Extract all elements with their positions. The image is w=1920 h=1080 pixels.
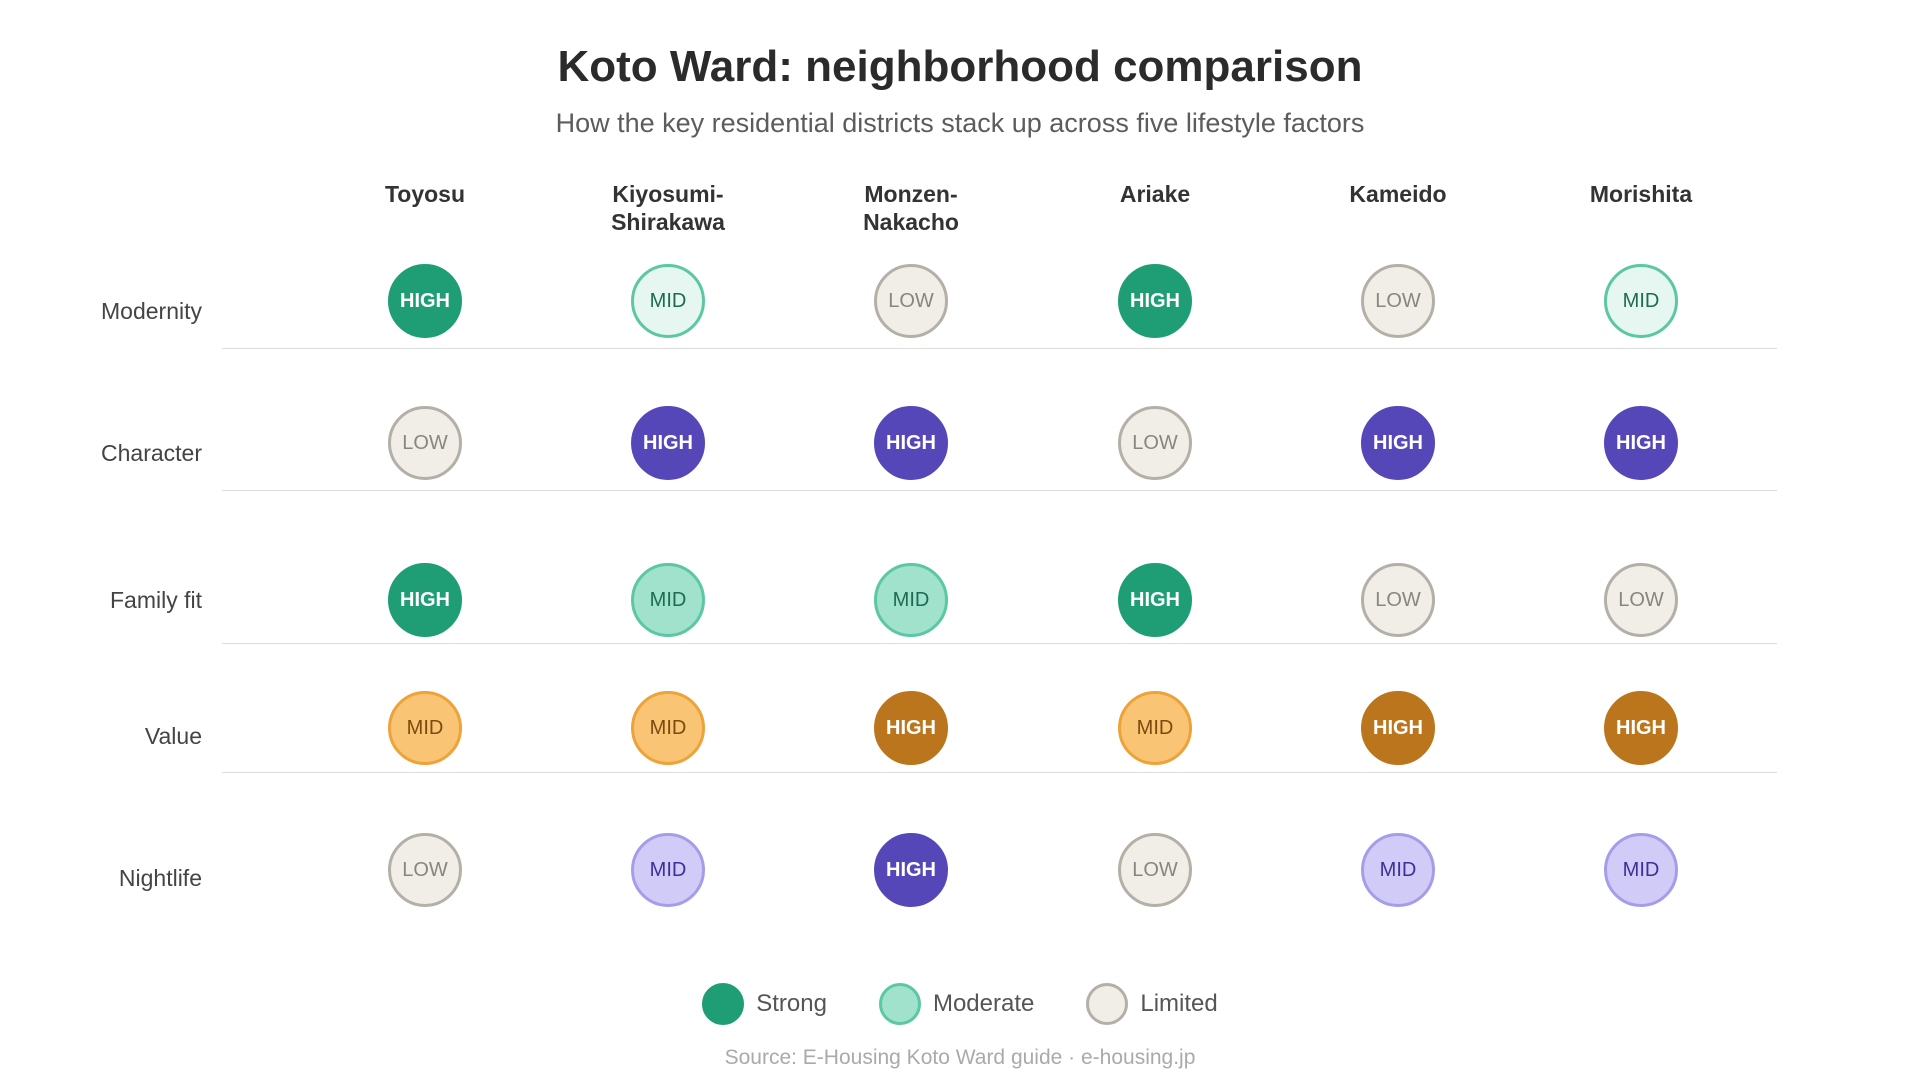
- rating-circle: HIGH: [631, 406, 705, 480]
- source-note: Source: E-Housing Koto Ward guide · e-ho…: [724, 1046, 1196, 1069]
- rating-circle: MID: [1604, 833, 1678, 907]
- column-header: Kiyosumi- Shirakawa: [611, 181, 725, 235]
- row-label: Nightlife: [118, 865, 202, 891]
- row-label: Value: [144, 723, 202, 749]
- legend-swatch: [1086, 983, 1129, 1025]
- column-header: Morishita: [1589, 181, 1693, 207]
- rating-circle: LOW: [388, 406, 462, 480]
- column-header: Toyosu: [384, 181, 466, 207]
- rating-circle: LOW: [1118, 406, 1192, 480]
- rating-circle: MID: [874, 563, 948, 637]
- column-header: Ariake: [1119, 181, 1191, 207]
- rating-circle: HIGH: [1361, 691, 1435, 765]
- legend-item: Moderate: [878, 983, 1035, 1025]
- legend-item: Limited: [1086, 983, 1218, 1025]
- legend-label: Limited: [1140, 990, 1218, 1017]
- rating-circle: MID: [631, 563, 705, 637]
- rating-circle: HIGH: [1361, 406, 1435, 480]
- rating-circle: LOW: [874, 264, 948, 338]
- rating-circle: LOW: [1118, 833, 1192, 907]
- row-divider: [222, 348, 1777, 349]
- legend-swatch: [878, 983, 921, 1025]
- rating-circle: HIGH: [1604, 406, 1678, 480]
- row-label: Character: [101, 440, 202, 466]
- chart-subtitle: How the key residential districts stack …: [555, 108, 1365, 138]
- column-header: Kameido: [1349, 181, 1447, 207]
- rating-circle: LOW: [1361, 264, 1435, 338]
- chart-title: Koto Ward: neighborhood comparison: [557, 42, 1363, 91]
- rating-circle: MID: [631, 264, 705, 338]
- legend-swatch: [702, 983, 745, 1025]
- legend-item: Strong: [702, 983, 827, 1025]
- rating-circle: LOW: [388, 833, 462, 907]
- row-divider: [222, 490, 1777, 491]
- rating-circle: MID: [631, 833, 705, 907]
- rating-circle: MID: [1118, 691, 1192, 765]
- rating-circle: HIGH: [874, 691, 948, 765]
- rating-circle: MID: [388, 691, 462, 765]
- rating-circle: LOW: [1604, 563, 1678, 637]
- column-header: Monzen- Nakacho: [863, 181, 959, 235]
- rating-circle: HIGH: [1604, 691, 1678, 765]
- rating-circle: LOW: [1361, 563, 1435, 637]
- rating-circle: MID: [631, 691, 705, 765]
- legend-label: Moderate: [932, 990, 1035, 1017]
- rating-circle: HIGH: [874, 406, 948, 480]
- row-divider: [222, 643, 1777, 644]
- rating-circle: MID: [1604, 264, 1678, 338]
- row-divider: [222, 772, 1777, 773]
- rating-circle: HIGH: [388, 563, 462, 637]
- rating-circle: HIGH: [1118, 563, 1192, 637]
- rating-circle: HIGH: [388, 264, 462, 338]
- row-label: Family fit: [110, 587, 202, 613]
- legend-label: Strong: [756, 990, 827, 1017]
- rating-circle: MID: [1361, 833, 1435, 907]
- legend: Strong Moderate Limited: [0, 983, 1920, 1025]
- row-label: Modernity: [101, 298, 202, 324]
- rating-circle: HIGH: [874, 833, 948, 907]
- rating-circle: HIGH: [1118, 264, 1192, 338]
